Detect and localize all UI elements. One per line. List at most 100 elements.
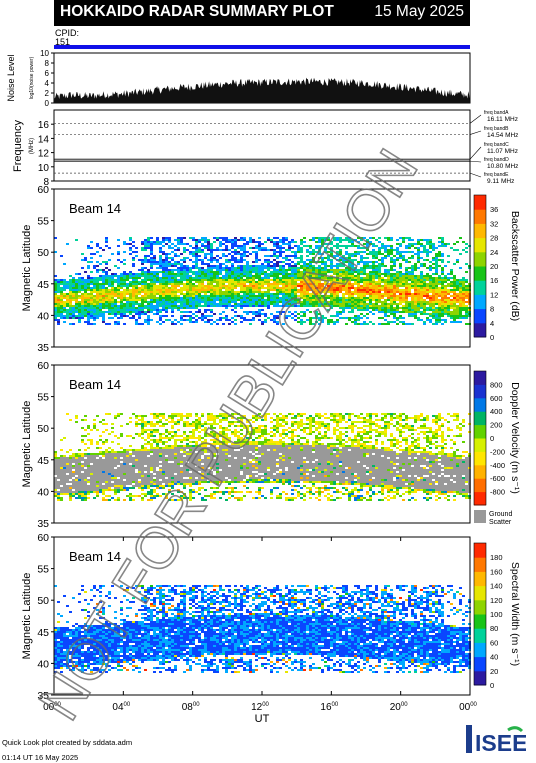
echo-cell	[264, 319, 267, 321]
echo-cell	[132, 297, 135, 299]
echo-cell	[219, 287, 222, 289]
echo-cell	[315, 269, 318, 271]
echo-cell	[177, 283, 180, 285]
echo-cell	[462, 299, 465, 301]
echo-cell	[135, 417, 138, 419]
echo-cell	[225, 237, 228, 239]
echo-cell	[216, 303, 219, 305]
echo-cell	[447, 315, 450, 317]
echo-cell	[342, 299, 345, 301]
echo-cell	[69, 499, 72, 501]
echo-cell	[174, 285, 177, 287]
echo-cell	[93, 423, 96, 425]
echo-cell	[135, 309, 138, 311]
echo-cell	[387, 289, 390, 291]
echo-cell	[165, 309, 168, 311]
echo-cell	[156, 263, 159, 265]
echo-cell	[192, 289, 195, 291]
echo-cell	[381, 307, 384, 309]
echo-cell	[135, 307, 138, 309]
echo-cell	[399, 273, 402, 275]
echo-cell	[423, 301, 426, 303]
echo-cell	[69, 491, 72, 493]
echo-cell	[108, 499, 111, 501]
echo-cell	[372, 313, 375, 315]
echo-cell	[198, 271, 201, 273]
echo-cell	[414, 269, 417, 271]
echo-cell	[327, 237, 330, 239]
echo-cell	[186, 257, 189, 259]
echo-cell	[462, 289, 465, 291]
echo-cell	[267, 239, 270, 241]
echo-cell	[201, 295, 204, 297]
echo-cell	[435, 281, 438, 283]
echo-cell	[120, 317, 123, 319]
echo-cell	[195, 315, 198, 317]
echo-cell	[348, 297, 351, 299]
echo-cell	[318, 273, 321, 275]
echo-cell	[228, 293, 231, 295]
echo-cell	[249, 267, 252, 269]
echo-cell	[372, 265, 375, 267]
echo-cell	[252, 265, 255, 267]
echo-cell	[75, 473, 78, 475]
echo-cell	[411, 273, 414, 275]
echo-cell	[183, 315, 186, 317]
echo-cell	[186, 303, 189, 305]
echo-cell	[102, 249, 105, 251]
echo-cell	[216, 279, 219, 281]
echo-cell	[252, 269, 255, 271]
echo-cell	[315, 273, 318, 275]
echo-cell	[177, 291, 180, 293]
echo-cell	[78, 491, 81, 493]
echo-cell	[363, 273, 366, 275]
frequency-axis-title: Frequency	[12, 120, 24, 172]
echo-cell	[438, 291, 441, 293]
echo-cell	[309, 295, 312, 297]
echo-cell	[378, 297, 381, 299]
echo-cell	[384, 289, 387, 291]
echo-cell	[87, 497, 90, 499]
echo-cell	[171, 273, 174, 275]
echo-cell	[225, 265, 228, 267]
echo-cell	[108, 279, 111, 281]
echo-cell	[300, 305, 303, 307]
echo-cell	[183, 279, 186, 281]
echo-cell	[138, 473, 141, 475]
echo-cell	[414, 313, 417, 315]
echo-cell	[378, 309, 381, 311]
echo-cell	[348, 277, 351, 279]
echo-cell	[159, 295, 162, 297]
echo-cell	[255, 313, 258, 315]
echo-cell	[249, 285, 252, 287]
echo-cell	[252, 279, 255, 281]
echo-cell	[219, 313, 222, 315]
echo-cell	[105, 239, 108, 241]
echo-cell	[375, 253, 378, 255]
echo-cell	[273, 255, 276, 257]
echo-cell	[66, 281, 69, 283]
echo-cell	[450, 295, 453, 297]
echo-cell	[150, 287, 153, 289]
echo-cell	[384, 251, 387, 253]
echo-cell	[417, 285, 420, 287]
echo-cell	[375, 255, 378, 257]
echo-cell	[75, 481, 78, 483]
echo-cell	[66, 475, 69, 477]
echo-cell	[105, 301, 108, 303]
echo-cell	[180, 259, 183, 261]
echo-cell	[243, 319, 246, 321]
echo-cell	[75, 421, 78, 423]
echo-cell	[231, 263, 234, 265]
echo-cell	[429, 287, 432, 289]
echo-cell	[243, 265, 246, 267]
echo-cell	[456, 299, 459, 301]
echo-cell	[84, 281, 87, 283]
echo-cell	[144, 245, 147, 247]
echo-cell	[261, 323, 264, 325]
echo-cell	[102, 297, 105, 299]
echo-cell	[423, 245, 426, 247]
echo-cell	[183, 289, 186, 291]
echo-cell	[456, 259, 459, 261]
echo-cell	[54, 307, 57, 309]
